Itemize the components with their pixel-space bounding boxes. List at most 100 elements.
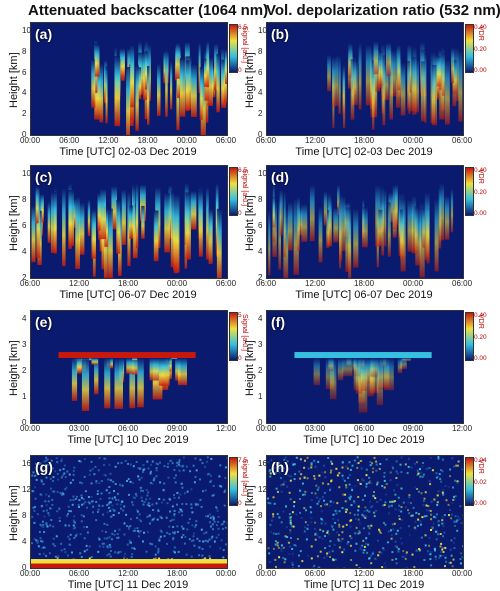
x-tick-label: 12:00 <box>305 279 325 288</box>
x-tick-label: 06:00 <box>354 424 374 433</box>
colorbar <box>229 24 238 73</box>
heatmap-cells <box>294 352 431 412</box>
x-tick-label: 12:00 <box>354 569 374 578</box>
x-tick-label: 00:00 <box>403 136 423 145</box>
right-column-title: Vol. depolarization ratio (532 nm) <box>266 2 500 19</box>
heatmap-cells <box>267 456 463 568</box>
colorbar-tick: 0 <box>238 500 242 507</box>
x-tick-label: 18:00 <box>403 569 423 578</box>
y-tick-label: 16 <box>22 459 31 468</box>
x-tick-label: 06:00 <box>118 424 138 433</box>
colorbar-tick: 7.5 <box>238 457 247 464</box>
y-tick-label: 4 <box>258 537 262 546</box>
y-tick-label: 8 <box>22 47 26 56</box>
y-tick-label: 3 <box>22 340 26 349</box>
y-tick-label: 8 <box>22 511 26 520</box>
y-tick-label: 16 <box>258 459 267 468</box>
colorbar-tick: 0 <box>238 210 242 217</box>
y-axis-label: Height [km] <box>8 195 20 251</box>
y-tick-label: 2 <box>22 366 26 375</box>
y-tick-label: 1 <box>258 392 262 401</box>
panel-label: (f) <box>271 314 285 330</box>
y-tick-label: 10 <box>258 26 267 35</box>
x-tick-label: 12:00 <box>216 424 236 433</box>
heatmap-plot: (c) <box>30 165 228 279</box>
y-tick-label: 10 <box>258 169 267 178</box>
colorbar-tick: 0.00 <box>474 355 487 362</box>
y-tick-label: 6 <box>22 221 26 230</box>
heatmap-plot: (a) <box>30 22 228 136</box>
y-axis-label: Height [km] <box>244 485 256 541</box>
heatmap-cells <box>268 183 453 278</box>
panel-label: (a) <box>35 26 52 42</box>
x-tick-label: 06:00 <box>305 569 325 578</box>
heatmap-plot: (f) <box>266 310 464 424</box>
x-tick-label: 00:00 <box>403 279 423 288</box>
colorbar-tick: 0.00 <box>474 500 487 507</box>
x-axis-title: Time [UTC] 06-07 Dec 2019 <box>266 289 462 301</box>
y-tick-label: 2 <box>22 109 26 118</box>
y-tick-label: 8 <box>22 195 26 204</box>
colorbar-tick: 0.40 <box>474 24 487 31</box>
panel-label: (g) <box>35 459 53 475</box>
colorbar-tick: 0.40 <box>474 312 487 319</box>
colorbar <box>465 167 474 216</box>
y-tick-label: 1 <box>22 392 26 401</box>
x-tick-label: 00:00 <box>216 569 236 578</box>
colorbar <box>465 24 474 73</box>
x-tick-label: 06:00 <box>256 279 276 288</box>
heatmap-cells <box>327 41 462 129</box>
y-tick-label: 8 <box>258 47 262 56</box>
colorbar-tick: 0.20 <box>474 189 487 196</box>
x-axis-title: Time [UTC] 02-03 Dec 2019 <box>30 146 226 158</box>
x-tick-label: 12:00 <box>118 569 138 578</box>
y-tick-label: 8 <box>258 511 262 520</box>
y-tick-label: 6 <box>258 68 262 77</box>
panel-label: (c) <box>35 169 52 185</box>
y-tick-label: 6 <box>22 68 26 77</box>
x-axis-title: Time [UTC] 06-07 Dec 2019 <box>30 289 226 301</box>
heatmap-svg <box>31 311 227 423</box>
x-axis-title: Time [UTC] 11 Dec 2019 <box>266 579 462 591</box>
colorbar-tick: 5 <box>238 312 242 319</box>
x-tick-label: 06:00 <box>216 279 236 288</box>
heatmap-cells <box>58 352 195 411</box>
colorbar <box>229 167 238 216</box>
x-tick-label: 12:00 <box>98 136 118 145</box>
x-tick-label: 18:00 <box>167 569 187 578</box>
x-axis-title: Time [UTC] 10 Dec 2019 <box>266 434 462 446</box>
panel-label: (h) <box>271 459 289 475</box>
x-axis-title: Time [UTC] 10 Dec 2019 <box>30 434 226 446</box>
x-tick-label: 00:00 <box>256 569 276 578</box>
colorbar <box>229 457 238 506</box>
y-tick-label: 12 <box>258 485 267 494</box>
y-tick-label: 10 <box>22 26 31 35</box>
y-tick-label: 2 <box>258 366 262 375</box>
x-tick-label: 00:00 <box>177 136 197 145</box>
y-tick-label: 12 <box>22 485 31 494</box>
x-tick-label: 06:00 <box>59 136 79 145</box>
heatmap-svg <box>267 23 463 135</box>
x-axis-title: Time [UTC] 02-03 Dec 2019 <box>266 146 462 158</box>
y-tick-label: 4 <box>258 247 262 256</box>
heatmap-svg <box>31 166 227 278</box>
y-axis-label: Height [km] <box>244 52 256 108</box>
y-tick-label: 10 <box>22 169 31 178</box>
heatmap-svg <box>31 23 227 135</box>
y-tick-label: 8 <box>258 195 262 204</box>
colorbar-tick: 0.20 <box>474 334 487 341</box>
panel-label: (d) <box>271 169 289 185</box>
x-tick-label: 03:00 <box>305 424 325 433</box>
panel-label: (b) <box>271 26 289 42</box>
heatmap-cells <box>31 456 227 568</box>
heatmap-cells <box>91 40 227 135</box>
x-tick-label: 18:00 <box>118 279 138 288</box>
x-tick-label: 18:00 <box>354 136 374 145</box>
x-tick-label: 06:00 <box>452 136 472 145</box>
colorbar-tick: 6.5 <box>238 167 247 174</box>
x-tick-label: 06:00 <box>216 136 236 145</box>
x-tick-label: 18:00 <box>138 136 158 145</box>
x-tick-label: 12:00 <box>452 424 472 433</box>
colorbar <box>465 312 474 361</box>
heatmap-svg <box>267 456 463 568</box>
